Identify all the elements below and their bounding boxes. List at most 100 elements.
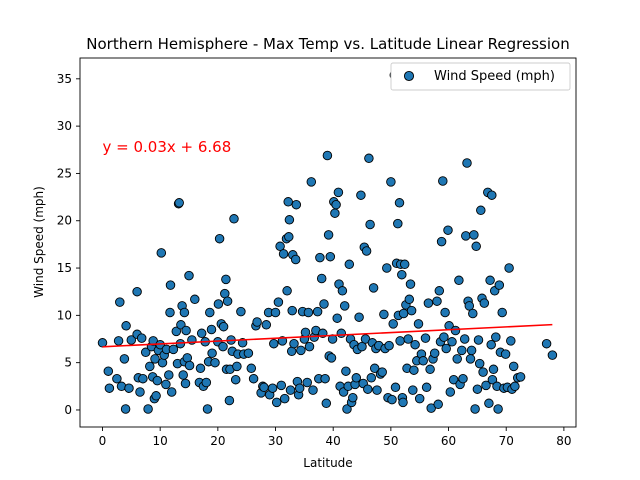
data-point	[126, 335, 137, 345]
data-point	[476, 205, 486, 216]
data-point	[161, 379, 171, 390]
data-point	[395, 336, 405, 346]
x-tick-label: 0	[99, 434, 107, 448]
data-point	[423, 298, 434, 308]
data-point	[279, 393, 290, 404]
data-point	[294, 383, 305, 393]
data-point	[261, 320, 272, 330]
data-point	[210, 357, 220, 368]
data-point	[541, 338, 552, 349]
data-point	[399, 259, 410, 270]
data-point	[115, 297, 125, 307]
data-point	[508, 361, 519, 372]
data-point	[465, 354, 476, 364]
data-point	[332, 313, 342, 323]
y-axis-label: Wind Speed (mph)	[32, 186, 46, 298]
data-point	[438, 176, 448, 186]
data-point	[445, 387, 456, 397]
data-point	[165, 307, 175, 318]
data-point	[458, 373, 468, 384]
data-point	[326, 353, 337, 363]
data-point	[323, 230, 334, 240]
data-point	[97, 338, 108, 348]
data-point	[103, 366, 114, 376]
data-point	[441, 343, 451, 354]
data-point	[491, 332, 501, 342]
data-point	[150, 354, 160, 364]
data-point	[104, 383, 115, 393]
data-point	[224, 395, 235, 406]
y-tick-label: 10	[57, 308, 72, 322]
data-point	[236, 306, 246, 317]
data-point	[221, 274, 231, 285]
data-point	[462, 158, 472, 168]
data-point	[403, 334, 413, 344]
data-point	[357, 341, 367, 352]
x-tick-label: 60	[441, 434, 456, 448]
data-point	[180, 378, 191, 389]
data-point	[500, 349, 511, 359]
x-tick-label: 30	[268, 434, 283, 448]
data-point	[190, 294, 200, 305]
data-point	[113, 336, 124, 346]
data-point	[222, 296, 233, 306]
data-point	[387, 394, 397, 405]
data-point	[459, 334, 470, 344]
data-point	[333, 187, 344, 198]
data-point	[252, 317, 262, 327]
data-point	[452, 354, 462, 364]
data-point	[157, 357, 168, 368]
data-point	[394, 198, 405, 208]
data-point	[470, 404, 480, 414]
data-point	[418, 356, 428, 366]
data-point	[229, 214, 239, 224]
data-point	[308, 385, 318, 395]
data-point	[393, 218, 403, 229]
data-point	[282, 286, 292, 296]
x-tick-label: 70	[499, 434, 514, 448]
data-point	[487, 374, 498, 385]
data-point	[468, 308, 478, 319]
data-point	[341, 366, 351, 376]
data-point	[267, 383, 278, 393]
data-point	[152, 375, 163, 386]
data-point	[270, 307, 281, 318]
y-tick-label: 30	[57, 119, 72, 133]
data-point	[181, 325, 191, 336]
data-point	[413, 319, 424, 329]
data-point	[398, 308, 409, 319]
data-point	[120, 404, 131, 414]
y-axis: 0 5 10 15 20 25 30 35	[57, 72, 80, 417]
data-point	[421, 382, 432, 393]
regression-equation: y = 0.03x + 6.68	[102, 138, 231, 156]
data-point	[432, 296, 442, 306]
data-point	[291, 199, 302, 210]
data-point	[278, 249, 289, 259]
data-point	[366, 373, 377, 383]
data-point	[287, 305, 297, 316]
data-point	[469, 230, 479, 240]
legend-label: Wind Speed (mph)	[434, 69, 555, 84]
data-point	[382, 263, 392, 273]
data-point	[206, 324, 217, 335]
x-axis-label: Latitude	[303, 456, 352, 470]
data-point	[284, 215, 295, 225]
data-point	[284, 232, 294, 242]
data-point	[372, 385, 382, 395]
data-point	[304, 341, 315, 352]
plot-frame	[79, 57, 577, 428]
data-point	[479, 298, 490, 308]
data-point	[269, 338, 279, 349]
data-point	[369, 363, 380, 374]
data-point	[138, 373, 148, 384]
data-point	[248, 373, 259, 384]
data-point	[425, 364, 435, 375]
data-point	[316, 273, 327, 284]
data-point	[515, 372, 526, 382]
data-point	[337, 286, 348, 296]
data-point	[171, 326, 182, 337]
data-point	[296, 345, 306, 356]
data-point	[178, 370, 188, 380]
data-point	[448, 374, 459, 385]
